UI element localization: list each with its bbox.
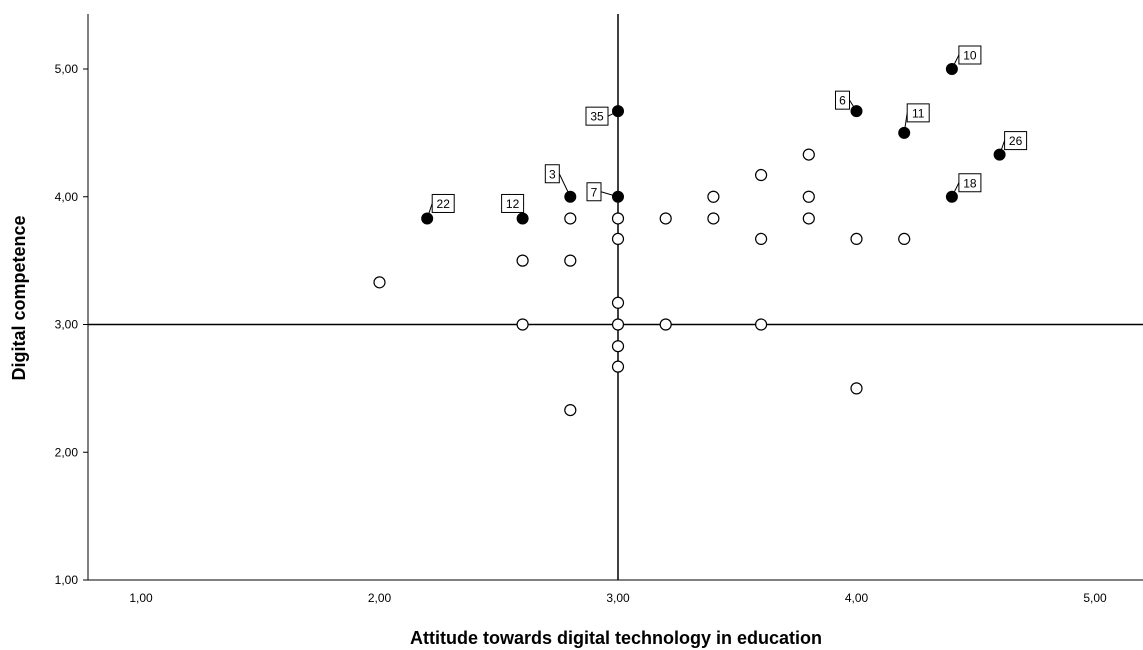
y-tick-label: 1,00 [55,573,79,587]
x-tick-label: 4,00 [845,591,869,605]
data-point [611,340,625,353]
data-point [611,318,625,331]
label-leader-line [600,191,619,198]
y-tick-label: 3,00 [55,318,79,332]
x-tick-label: 1,00 [129,591,153,605]
data-point [564,212,577,225]
label-leader-line [999,140,1006,155]
data-point [659,318,672,331]
data-point [516,318,529,331]
data-point [754,168,768,182]
label-box [958,173,982,193]
y-axis-title: Digital competence [9,215,29,380]
x-tick-label: 3,00 [606,591,630,605]
label-box [906,103,930,123]
data-point [659,212,672,225]
data-point [802,190,815,203]
label-box [544,164,560,184]
label-box [431,193,455,213]
point-label: 35 [590,110,604,124]
data-point [611,360,625,373]
point-label: 10 [963,49,977,63]
data-point [707,212,720,225]
data-point [850,382,863,395]
data-point [898,232,911,246]
point-label: 26 [1009,134,1023,148]
y-tick-label: 2,00 [55,445,79,459]
data-point [850,232,863,246]
data-point [516,254,529,267]
label-box [958,45,982,65]
point-label: 12 [506,197,520,211]
data-point [754,318,768,331]
x-tick-label: 2,00 [368,591,392,605]
point-labels: 22 12 3 7 35 6 11 10 18 26 [426,45,1028,219]
reference-lines [88,14,1143,580]
data-point [754,232,768,246]
label-box [585,106,609,126]
label-leader-line [951,54,960,70]
data-point [802,212,815,225]
label-leader-line [607,110,619,117]
point-label: 11 [912,106,925,120]
label-leader-line [558,173,571,197]
data-point [611,232,625,246]
label-leader-line [951,182,960,197]
y-tick-label: 4,00 [55,190,79,204]
label-box [1004,131,1028,151]
data-point [802,148,815,161]
x-ticks: 1,00 2,00 3,00 4,00 5,00 [129,591,1107,605]
label-leader-line [426,203,433,219]
label-box [835,90,850,110]
data-point [564,254,577,267]
data-points [373,63,1006,417]
label-box [501,193,525,213]
data-point [611,296,625,309]
data-point [611,212,625,225]
point-label: 18 [963,176,977,190]
point-label: 22 [437,197,451,211]
x-axis-title: Attitude towards digital technology in e… [410,628,822,648]
x-tick-label: 5,00 [1083,591,1107,605]
point-label: 6 [839,94,846,108]
label-box [586,182,602,202]
y-ticks: 1,00 2,00 3,00 4,00 5,00 [55,62,88,587]
point-label: 3 [549,167,556,181]
label-leader-line [849,99,857,112]
axes [87,14,1143,581]
y-tick-label: 5,00 [55,62,79,76]
data-point [373,276,386,289]
point-label: 7 [591,185,598,199]
data-point [707,190,720,203]
data-point [564,403,577,417]
